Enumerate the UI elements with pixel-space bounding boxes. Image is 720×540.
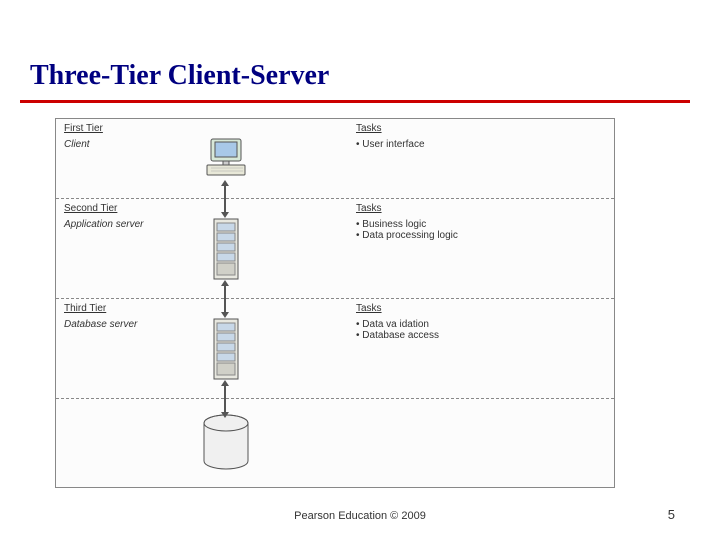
tasks-header: Tasks <box>356 203 382 214</box>
tasks-header: Tasks <box>356 303 382 314</box>
server-icon <box>196 317 256 381</box>
tier-label: Third Tier <box>64 303 106 314</box>
footer-text: Pearson Education © 2009 <box>0 510 720 522</box>
title-underline <box>20 100 690 103</box>
three-tier-diagram: First Tier Client Tasks User interface S… <box>55 118 615 488</box>
tier-second: Second Tier Application server Tasks Bus… <box>56 199 614 299</box>
computer-icon <box>196 137 256 181</box>
tasks-list: User interface <box>356 139 425 150</box>
tier-sublabel: Client <box>64 139 90 150</box>
database-icon <box>196 413 256 473</box>
tasks-list: Business logic Data processing logic <box>356 219 458 241</box>
arrow-icon <box>224 285 226 313</box>
arrow-icon <box>224 385 226 413</box>
task-item: Business logic <box>356 219 458 230</box>
slide-number: 5 <box>668 507 675 522</box>
server-icon <box>196 217 256 281</box>
task-item: Data va idation <box>356 319 439 330</box>
tier-first: First Tier Client Tasks User interface <box>56 119 614 199</box>
slide-title: Three-Tier Client-Server <box>30 60 329 92</box>
task-item: Data processing logic <box>356 230 458 241</box>
tier-sublabel: Application server <box>64 219 143 230</box>
tasks-header: Tasks <box>356 123 382 134</box>
arrow-icon <box>224 185 226 213</box>
tier-database <box>56 399 614 487</box>
task-item: Database access <box>356 330 439 341</box>
tier-sublabel: Database server <box>64 319 137 330</box>
tier-label: First Tier <box>64 123 103 134</box>
task-item: User interface <box>356 139 425 150</box>
tier-third: Third Tier Database server Tasks Data va… <box>56 299 614 399</box>
tier-label: Second Tier <box>64 203 117 214</box>
tasks-list: Data va idation Database access <box>356 319 439 341</box>
